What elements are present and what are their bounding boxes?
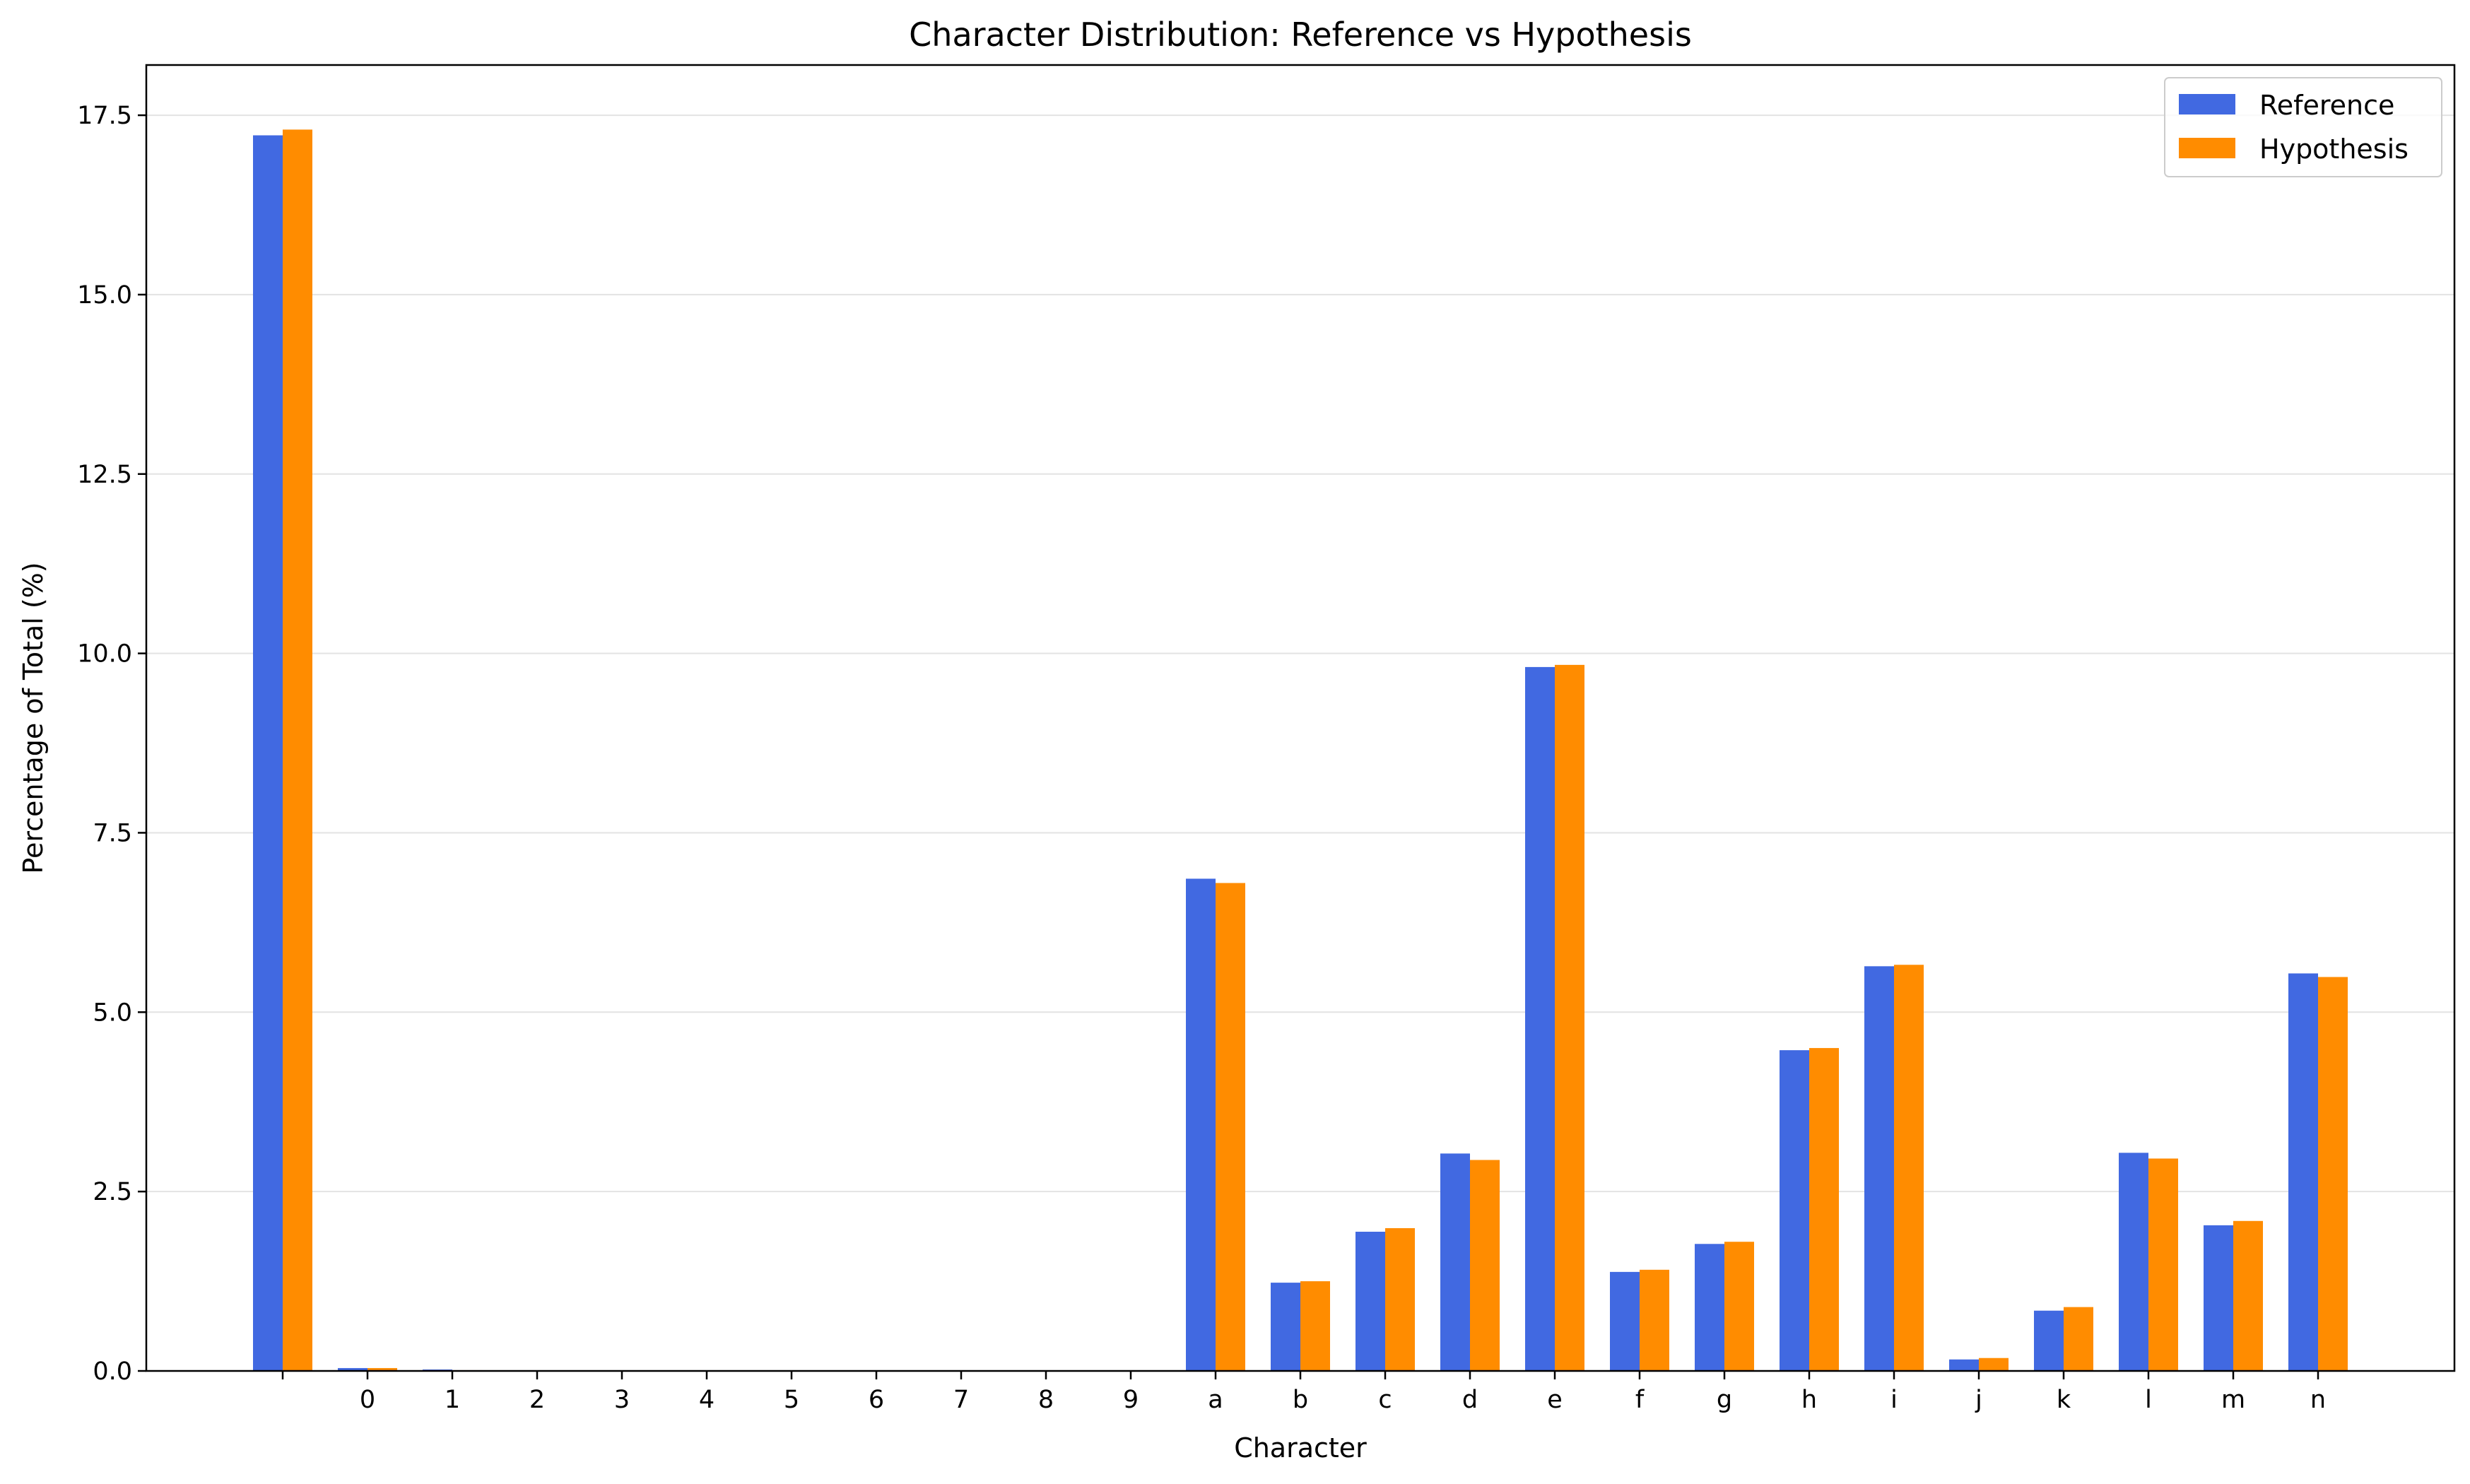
- bar-hypothesis: [1216, 883, 1245, 1371]
- x-tick-label: 3: [614, 1386, 630, 1414]
- bar-reference: [253, 135, 283, 1371]
- legend-label-reference: Reference: [2259, 90, 2394, 121]
- bar-hypothesis: [1979, 1358, 2009, 1371]
- y-tick-label: 12.5: [77, 461, 132, 489]
- x-tick-label: 8: [1038, 1386, 1054, 1414]
- bar-reference: [1864, 966, 1894, 1371]
- x-tick-label: h: [1801, 1386, 1817, 1414]
- bar-hypothesis: [2233, 1220, 2263, 1371]
- x-tick-label: l: [2145, 1386, 2152, 1414]
- bars: [253, 129, 2348, 1371]
- bar-hypothesis: [1470, 1160, 1500, 1371]
- bar-reference: [1440, 1153, 1470, 1371]
- bar-hypothesis: [1724, 1242, 1754, 1371]
- bar-reference: [1186, 878, 1216, 1371]
- y-tick-label: 5.0: [93, 999, 132, 1027]
- bar-hypothesis: [367, 1367, 397, 1371]
- y-tick-label: 17.5: [77, 102, 132, 130]
- bar-hypothesis: [1385, 1227, 1415, 1371]
- plot-frame: [145, 64, 2456, 1372]
- y-axis: 0.0 2.5 5.0 7.5 10.0 12.5 15.0 17.5: [77, 102, 146, 1386]
- bar-reference: [338, 1367, 367, 1371]
- bar-reference: [1610, 1271, 1640, 1371]
- x-tick-label: 0: [360, 1386, 375, 1414]
- bar-reference: [2204, 1225, 2233, 1371]
- bar-hypothesis: [2318, 977, 2348, 1371]
- gridlines: [146, 114, 2454, 1193]
- bar-reference: [1949, 1359, 1979, 1371]
- x-tick-label: g: [1717, 1386, 1732, 1414]
- bar-hypothesis: [2148, 1158, 2178, 1371]
- y-tick-label: 2.5: [93, 1178, 132, 1206]
- x-tick-label: j: [1975, 1386, 1982, 1414]
- x-tick-label: 7: [953, 1386, 969, 1414]
- bar-hypothesis: [1809, 1048, 1839, 1371]
- x-tick-label: b: [1293, 1386, 1308, 1414]
- x-tick-label: 2: [529, 1386, 545, 1414]
- x-tick-label: 4: [699, 1386, 714, 1414]
- bar-hypothesis: [283, 129, 312, 1371]
- bar-reference: [1271, 1283, 1300, 1371]
- bar-reference: [1525, 666, 1555, 1371]
- y-tick-label: 0.0: [93, 1358, 132, 1386]
- x-tick-label: 6: [869, 1386, 884, 1414]
- bar-reference: [2034, 1310, 2064, 1371]
- x-tick-label: 9: [1123, 1386, 1139, 1414]
- x-tick-label: d: [1462, 1386, 1478, 1414]
- legend-label-hypothesis: Hypothesis: [2259, 134, 2409, 165]
- x-tick-label: 5: [784, 1386, 799, 1414]
- bar-reference: [2288, 973, 2318, 1371]
- x-tick-label: c: [1378, 1386, 1392, 1414]
- y-axis-label: Percentage of Total (%): [18, 562, 49, 873]
- x-tick-label: 1: [445, 1386, 460, 1414]
- x-tick-label: e: [1547, 1386, 1563, 1414]
- bar-hypothesis: [2064, 1307, 2093, 1371]
- x-tick-label: f: [1635, 1386, 1645, 1414]
- bar-reference: [1695, 1244, 1724, 1371]
- x-tick-label: k: [2057, 1386, 2071, 1414]
- bar-hypothesis: [1300, 1281, 1330, 1371]
- y-tick-label: 15.0: [77, 281, 132, 310]
- bar-hypothesis: [1894, 965, 1924, 1371]
- bar-hypothesis: [1555, 664, 1584, 1371]
- y-tick-label: 7.5: [93, 819, 132, 847]
- x-axis: 0 1 2 3 4 5 6 7 8 9 a b c d e f g h i j k l m n: [281, 1371, 2326, 1414]
- legend-swatch-hypothesis: [2179, 138, 2235, 158]
- x-axis-label: Character: [1234, 1432, 1367, 1464]
- chart-title: Character Distribution: Reference vs Hyp…: [909, 16, 1692, 54]
- legend-swatch-reference: [2179, 94, 2235, 114]
- bar-reference: [1780, 1050, 1809, 1371]
- x-tick-label: a: [1208, 1386, 1223, 1414]
- x-tick-label: i: [1890, 1386, 1898, 1414]
- y-tick-label: 10.0: [77, 640, 132, 669]
- bar-reference: [2119, 1153, 2148, 1371]
- bar-hypothesis: [1640, 1269, 1669, 1371]
- legend: Reference Hypothesis: [2164, 77, 2442, 177]
- bar-reference: [1355, 1232, 1385, 1371]
- x-tick-label: n: [2310, 1386, 2326, 1414]
- x-tick-label: m: [2221, 1386, 2245, 1414]
